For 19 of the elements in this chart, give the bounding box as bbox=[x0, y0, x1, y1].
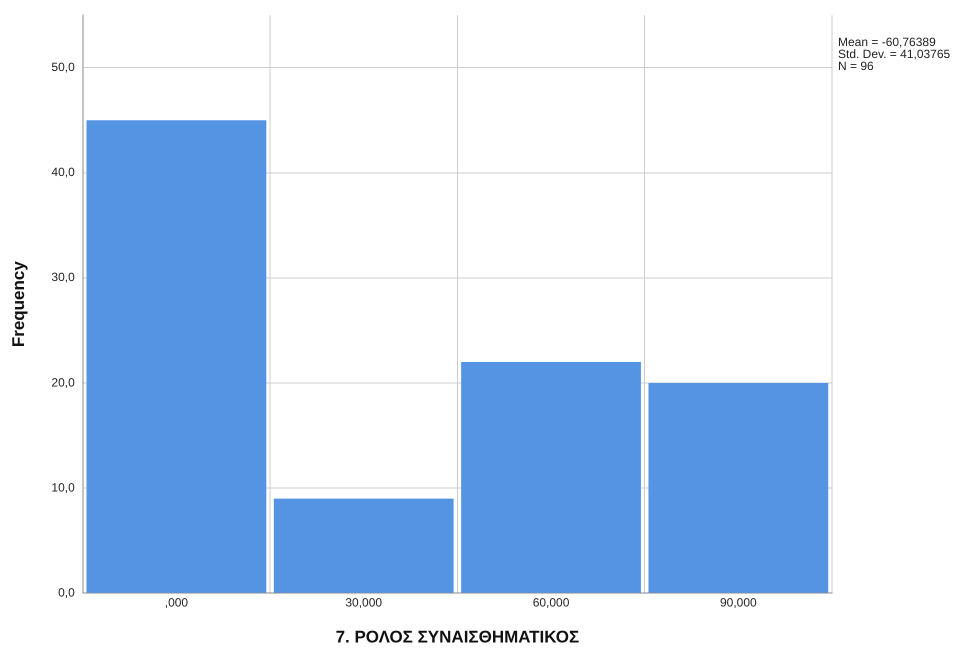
bar bbox=[461, 362, 641, 593]
y-tick-label: 0,0 bbox=[58, 586, 76, 600]
y-axis-title: Frequency bbox=[8, 260, 28, 348]
text: Std. Dev. = 41,03765 bbox=[838, 47, 950, 61]
x-tick-label: 90,000 bbox=[720, 596, 758, 610]
x-tick-label: ,000 bbox=[164, 596, 188, 610]
text: Mean = -60,76389 bbox=[838, 35, 937, 49]
y-tick-label: 50,0 bbox=[51, 60, 76, 74]
y-tick-label: 30,0 bbox=[51, 270, 76, 284]
x-tick-label: 30,000 bbox=[345, 596, 382, 610]
bar bbox=[274, 498, 454, 593]
x-axis-title: 7. ΡΟΛΟΣ ΣΥΝΑΙΣΘΗΜΑΤΙΚΟΣ bbox=[336, 627, 580, 646]
y-tick-label: 10,0 bbox=[51, 480, 76, 494]
y-tick-label: 40,0 bbox=[51, 165, 76, 180]
y-tick-label: 20,0 bbox=[51, 375, 76, 390]
text: N = 96 bbox=[838, 59, 875, 73]
bar bbox=[86, 120, 266, 593]
bar bbox=[648, 383, 828, 593]
x-tick-label: 60,000 bbox=[532, 596, 570, 610]
